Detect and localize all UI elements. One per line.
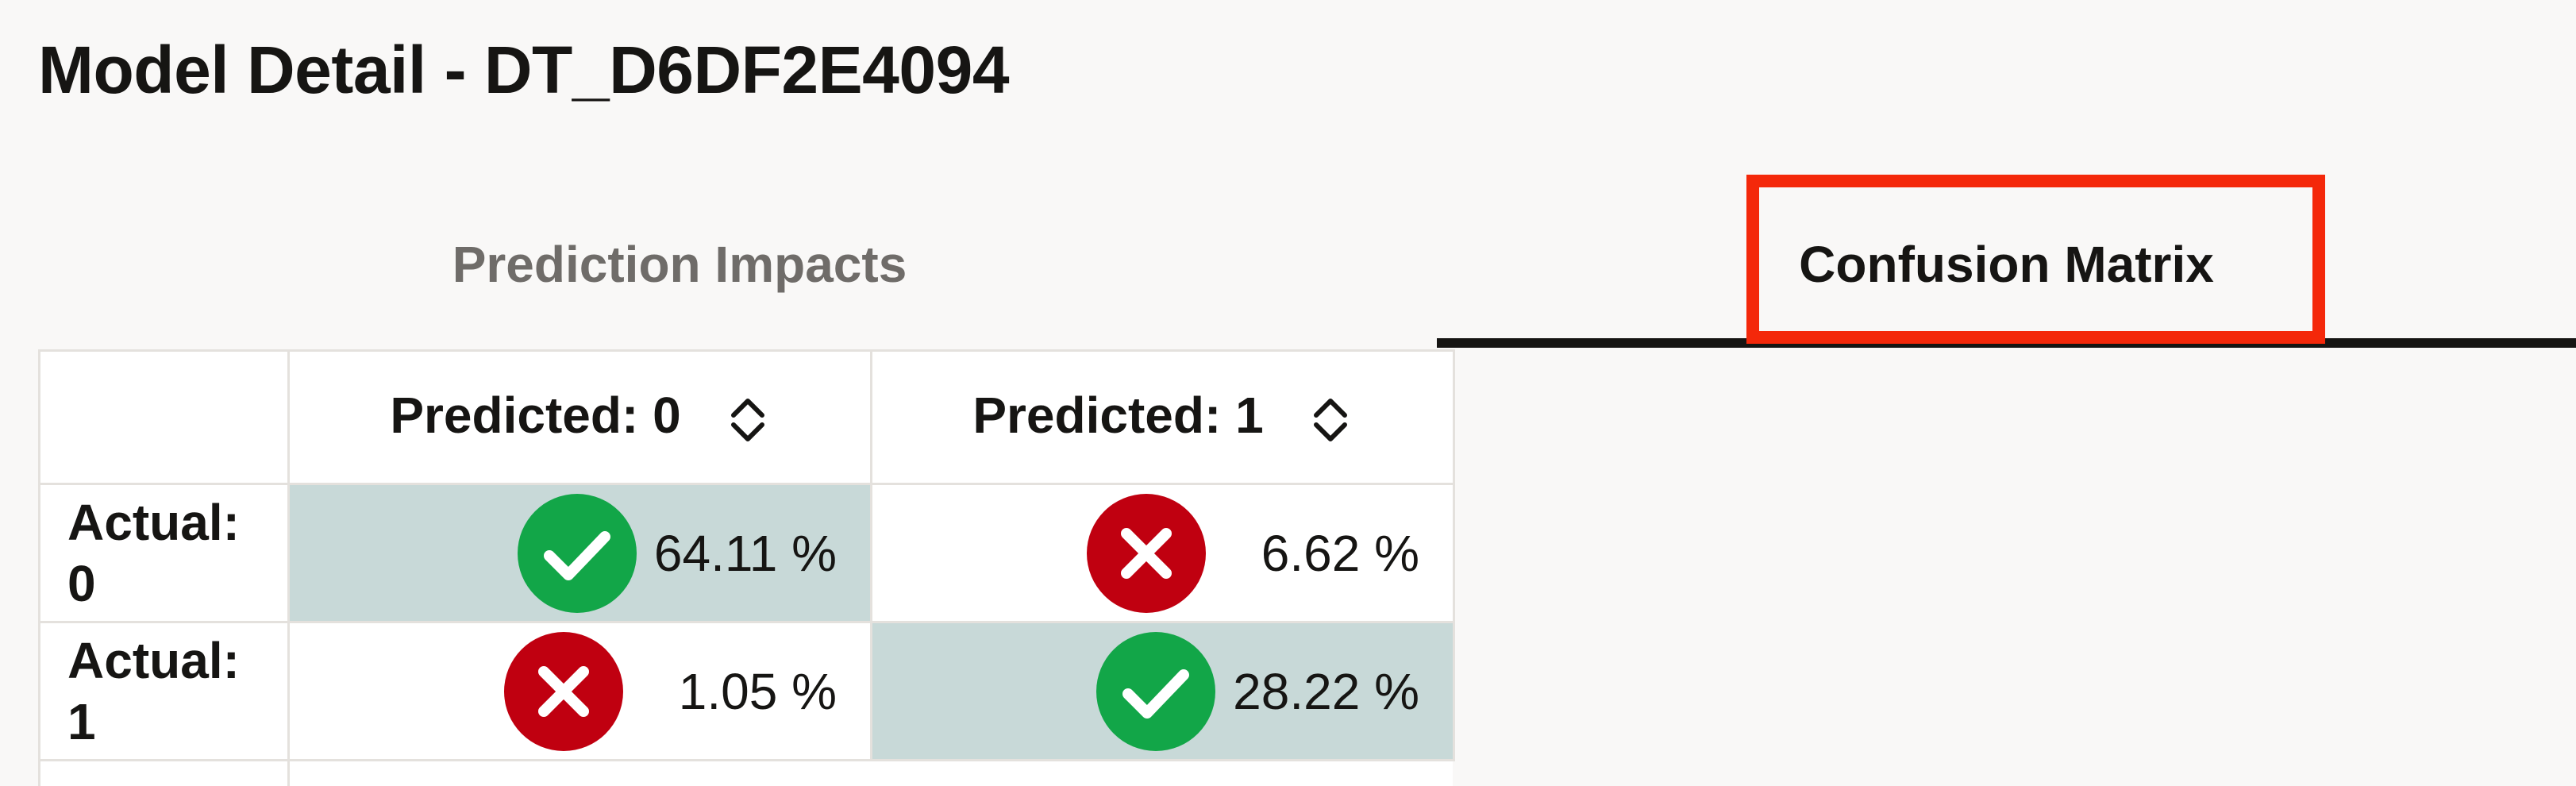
x-circle-icon [503,631,623,751]
matrix-cell-a1-p1: 28.22 % [870,621,1455,761]
table-row-actual-0: Actual: 0 64.11 % 6.62 % [38,483,1455,623]
check-circle-icon [517,493,637,613]
column-header-predicted-0[interactable]: Predicted: 0 [287,349,872,485]
confusion-matrix-table: Predicted: 0 Predicted: 1 [38,349,1455,786]
row-header-actual-0: Actual: 0 [38,483,290,623]
column-header-label: Predicted: 0 [390,387,681,445]
filler-cell [288,759,872,786]
row-header-value: 1 [67,692,96,750]
matrix-cell-a1-p0: 1.05 % [287,621,872,761]
sort-icon[interactable] [726,391,770,449]
tab-label: Confusion Matrix [1799,235,2214,293]
matrix-cell-a0-p1: 6.62 % [870,483,1455,623]
cell-value: 6.62 % [1261,524,1419,582]
sort-icon[interactable] [1308,391,1353,449]
check-circle-icon [1096,631,1216,751]
tab-label: Prediction Impacts [452,235,907,293]
filler-cell [38,759,290,786]
cell-value: 64.11 % [653,524,837,582]
column-header-predicted-1[interactable]: Predicted: 1 [870,349,1455,485]
tab-bar: Prediction Impacts Confusion Matrix [0,179,2576,349]
row-header-value: 0 [67,554,96,612]
tab-confusion-matrix[interactable]: Confusion Matrix [1437,179,2576,349]
matrix-cell-a0-p0: 64.11 % [287,483,872,623]
table-row-actual-1: Actual: 1 1.05 % 28.22 % [38,621,1455,761]
row-header-label: Actual: [67,631,240,689]
x-circle-icon [1086,493,1206,613]
cell-value: 28.22 % [1233,662,1419,720]
filler-cell [871,759,1454,786]
page-title: Model Detail - DT_D6DF2E4094 [38,33,1010,107]
cell-value: 1.05 % [678,662,837,720]
column-header-label: Predicted: 1 [972,387,1264,445]
table-row-filler [38,759,1454,786]
corner-cell [38,349,290,485]
tab-prediction-impacts[interactable]: Prediction Impacts [0,179,1359,349]
row-header-label: Actual: [67,493,240,551]
selected-tab-indicator [1437,338,2576,348]
row-header-actual-1: Actual: 1 [38,621,290,761]
